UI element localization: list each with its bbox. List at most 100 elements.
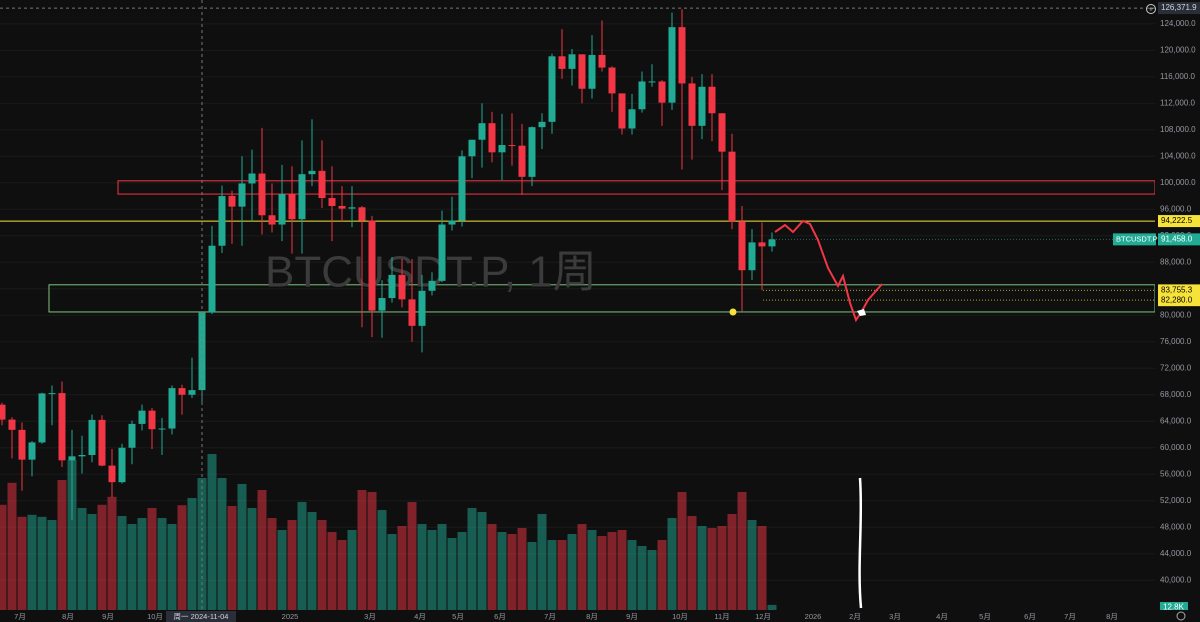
- volume-bar: [137, 518, 147, 610]
- candle-body: [8, 419, 16, 430]
- x-tick-label: 7月: [14, 612, 26, 621]
- volume-bar: [17, 516, 27, 610]
- volume-bar: [237, 484, 247, 610]
- candle-body: [498, 145, 506, 153]
- candle-body: [418, 290, 426, 326]
- candle-body: [428, 280, 436, 291]
- volume-bar: [687, 516, 697, 610]
- candle-body: [108, 465, 116, 483]
- volume-bar: [447, 538, 457, 610]
- x-tick-label: 9月: [102, 612, 114, 621]
- candle-body: [68, 456, 76, 461]
- time-axis: 7月 8月 9月 10月 2025 3月 4月 5月 6月 7月 8月 9月 10月 11月 12月 2026…: [0, 610, 1200, 622]
- volumes: [0, 454, 777, 610]
- candle-body: [178, 388, 186, 395]
- hand-stroke: [858, 477, 863, 609]
- y-tick-label: 100,000.0: [1160, 178, 1196, 187]
- candle-body: [28, 442, 36, 460]
- volume-bar: [347, 530, 357, 610]
- candle-body: [58, 393, 66, 461]
- candle-body: [488, 123, 496, 153]
- volume-bar: [337, 540, 347, 610]
- crosshair-label-bg: [1158, 2, 1200, 15]
- candle-body: [0, 404, 6, 420]
- candle-body: [438, 224, 446, 281]
- volume-bar: [217, 478, 227, 610]
- volume-bar: [427, 530, 437, 610]
- volume-bar: [297, 502, 307, 610]
- volume-bar: [547, 540, 557, 610]
- volume-bar: [57, 480, 67, 610]
- y-tick-label: 96,000.0: [1160, 204, 1192, 213]
- candle-body: [238, 183, 246, 207]
- volume-bar: [307, 512, 317, 610]
- volume-bar: [127, 524, 137, 610]
- price-label: 82,280.0: [1161, 295, 1193, 304]
- volume-bar: [0, 504, 7, 610]
- y-tick-label: 76,000.0: [1160, 337, 1192, 346]
- x-tick-label: 12月: [755, 612, 771, 621]
- y-tick-label: 56,000.0: [1160, 469, 1192, 478]
- volume-bar: [607, 532, 617, 610]
- volume-bar: [727, 514, 737, 610]
- candle-body: [78, 455, 86, 457]
- volume-bar: [747, 520, 757, 610]
- candle-body: [48, 393, 56, 395]
- volume-label-bg: [1160, 602, 1188, 613]
- volume-bar: [577, 524, 587, 610]
- volume-bar: [317, 520, 327, 610]
- candle-body: [508, 145, 516, 147]
- volume-bar: [277, 530, 287, 610]
- volume-bar: [767, 604, 777, 610]
- volume-bar: [377, 510, 387, 610]
- price-label: 91,458.0: [1161, 234, 1193, 243]
- volume-bar: [667, 518, 677, 610]
- candle-body: [378, 298, 386, 311]
- add-icon[interactable]: [1146, 4, 1156, 14]
- candle-body: [768, 239, 776, 247]
- price-label-bg: [1158, 294, 1200, 307]
- candle-body: [708, 86, 716, 114]
- x-tick-label: 6月: [1024, 612, 1036, 621]
- volume-bar: [697, 526, 707, 610]
- symbol-label: BTCUSDT.P: [1116, 234, 1158, 243]
- candle-body: [158, 428, 166, 430]
- candle-body: [228, 196, 236, 207]
- volume-bar: [477, 512, 487, 610]
- add-icon-plus[interactable]: +: [1149, 5, 1154, 14]
- y-tick-label: 60,000.0: [1160, 443, 1192, 452]
- volume-bar: [707, 528, 717, 610]
- event-dot: [729, 308, 737, 316]
- volume-bar: [627, 540, 637, 610]
- settings-icon[interactable]: [1176, 611, 1186, 621]
- candle-body: [18, 429, 26, 460]
- volume-bar: [227, 506, 237, 610]
- price-label-bg: [1158, 233, 1200, 246]
- volume-bar: [207, 454, 217, 610]
- y-tick-label: 120,000.0: [1160, 45, 1196, 54]
- x-tick-label: 3月: [889, 612, 901, 621]
- candle-body: [698, 86, 706, 126]
- volume-bar: [557, 540, 567, 610]
- candle-body: [718, 113, 726, 152]
- candle-body: [728, 151, 736, 222]
- y-tick-label: 64,000.0: [1160, 416, 1192, 425]
- volume-bar: [647, 550, 657, 610]
- candle-body: [588, 54, 596, 89]
- volume-bar: [77, 508, 87, 610]
- symbol-label-bg: [1113, 233, 1156, 246]
- volume-bar: [657, 540, 667, 610]
- volume-bar: [267, 518, 277, 610]
- candle-body: [578, 54, 586, 89]
- candle-body: [678, 27, 686, 84]
- volume-bar: [97, 504, 107, 610]
- candle-body: [118, 447, 126, 483]
- volume-bar: [197, 478, 207, 610]
- candle-body: [268, 215, 276, 225]
- volume-bar: [717, 526, 727, 610]
- volume-bar: [107, 496, 117, 610]
- volume-bar: [87, 514, 97, 610]
- candle-body: [318, 170, 326, 199]
- x-tick-label: 10月: [672, 612, 688, 621]
